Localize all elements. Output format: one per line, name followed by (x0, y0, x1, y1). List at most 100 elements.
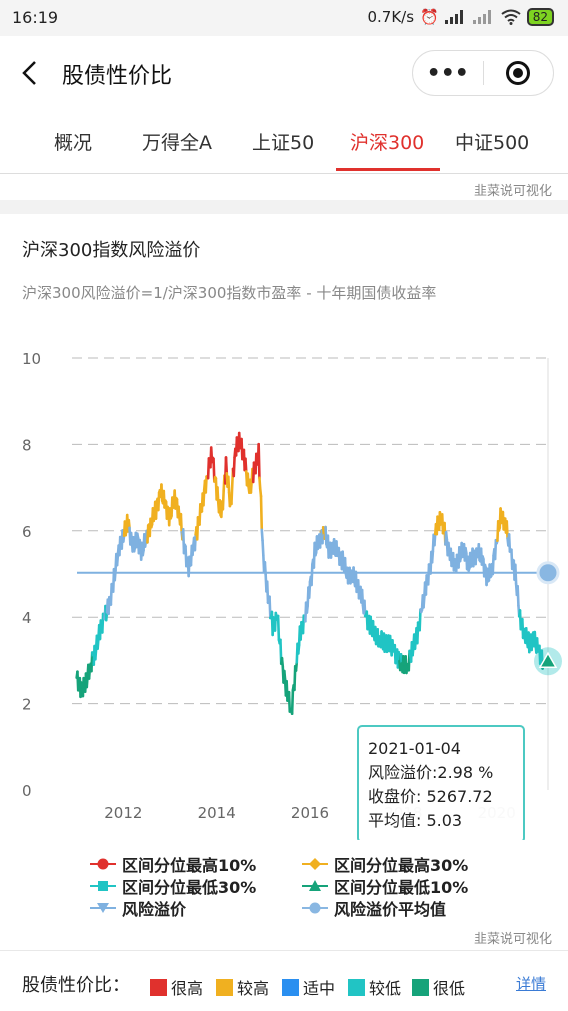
level-label: 很高 (171, 979, 204, 998)
level-swatch (412, 978, 429, 996)
level-label: 很低 (433, 979, 466, 998)
premium-segment (249, 480, 253, 494)
y-tick-label: 0 (22, 782, 32, 800)
y-tick-label: 2 (22, 696, 32, 714)
x-tick-label: 2012 (104, 804, 142, 822)
y-tick-label: 4 (22, 609, 32, 627)
premium-segment (259, 494, 264, 532)
premium-segment (191, 544, 195, 557)
premium-segment (402, 663, 407, 675)
x-tick-label: 2014 (198, 804, 236, 822)
premium-segment (193, 533, 197, 552)
tab-csi500[interactable]: 中证500 (455, 132, 530, 154)
watermark-top: 韭菜说可视化 (473, 184, 552, 199)
premium-segment (265, 580, 270, 605)
watermark-bottom: 韭菜说可视化 (473, 932, 552, 947)
more-menu-button[interactable]: ••• (413, 51, 483, 95)
premium-segment (343, 556, 348, 575)
premium-segment (283, 669, 287, 681)
level-label: 较低 (369, 979, 402, 998)
premium-segment (369, 615, 373, 631)
premium-segment (104, 610, 109, 622)
premium-segment (297, 643, 301, 655)
legend-bottom30[interactable]: 区间分位最低30% (90, 874, 256, 898)
premium-segment (227, 475, 231, 495)
current-point-marker[interactable] (538, 651, 558, 669)
y-tick-label: 6 (22, 523, 32, 541)
premium-segment (202, 488, 206, 507)
legend-premium[interactable]: 风险溢价 (90, 896, 186, 920)
level-high: 较高 (216, 975, 269, 999)
tooltip-average: 平均值: 5.03 (368, 811, 462, 830)
premium-segment (290, 688, 295, 715)
premium-segment (261, 539, 265, 557)
premium-segment (87, 666, 92, 680)
average-end-marker[interactable] (536, 561, 560, 585)
legend-top30[interactable]: 区间分位最高30% (302, 852, 468, 876)
legend-top10[interactable]: 区间分位最高10% (90, 852, 256, 876)
premium-segment (524, 626, 529, 643)
tab-overview[interactable]: 概况 (54, 132, 93, 154)
signal-2-icon (472, 10, 491, 24)
premium-segment (246, 472, 250, 489)
active-tab-indicator (336, 168, 440, 171)
detail-link[interactable]: 详情 (515, 975, 546, 993)
premium-segment (96, 637, 100, 650)
premium-segment (221, 489, 225, 511)
premium-segment (216, 486, 220, 504)
premium-segment (113, 569, 117, 582)
premium-segment (230, 484, 234, 506)
premium-segment (399, 652, 404, 665)
legend-average[interactable]: 风险溢价平均值 (302, 896, 446, 920)
legend-top10-label: 区间分位最高10% (122, 856, 257, 875)
premium-segment (94, 647, 98, 661)
premium-segment (257, 442, 261, 480)
level-label: 适中 (303, 979, 336, 998)
premium-segment (530, 636, 534, 652)
premium-segment (422, 595, 426, 609)
premium-segment (514, 563, 518, 586)
risk-premium-chart[interactable]: 0246810201220142016201820202021-01-04风险溢… (0, 340, 568, 840)
more-dots-icon: ••• (426, 60, 469, 86)
premium-segment (491, 554, 495, 576)
back-arrow-icon[interactable] (18, 58, 42, 88)
premium-segment (157, 491, 161, 512)
legend-bottom10[interactable]: 区间分位最低10% (302, 874, 468, 898)
tab-csi300[interactable]: 沪深300 (350, 132, 425, 154)
premium-segment (371, 619, 376, 635)
network-speed: 0.7K/s (367, 8, 415, 26)
chart-subtitle: 沪深300风险溢价=1/沪深300指数市盈率 - 十年期国债收益率 (22, 284, 437, 302)
nav-bar: 股债性价比 ••• (0, 36, 568, 112)
premium-segment (324, 525, 328, 546)
premium-segment (276, 614, 281, 642)
premium-segment (204, 475, 208, 494)
y-tick-label: 10 (22, 350, 41, 368)
chart-title: 沪深300指数风险溢价 (22, 240, 201, 261)
battery-icon: 82 (526, 8, 554, 26)
premium-segment (268, 595, 272, 620)
premium-segment (388, 634, 393, 648)
section-divider (0, 200, 568, 214)
premium-segment (287, 690, 292, 713)
valuation-level-bar: 股债性价比： 很高 较高 适中 较低 很低 详情 (0, 950, 568, 1011)
tab-wind-all-a[interactable]: 万得全A (142, 132, 212, 154)
premium-segment (505, 520, 509, 540)
premium-segment (310, 563, 314, 587)
level-label: 较高 (237, 979, 270, 998)
level-low: 较低 (348, 975, 401, 999)
premium-segment (411, 644, 415, 657)
legend-average-label: 风险溢价平均值 (334, 900, 447, 919)
premium-segment (397, 650, 401, 663)
premium-segment (413, 638, 418, 651)
premium-segment (307, 580, 312, 599)
premium-segment (177, 505, 181, 519)
premium-segment (224, 456, 229, 475)
legend-bottom30-label: 区间分位最低30% (122, 878, 257, 897)
level-swatch (216, 978, 233, 996)
tooltip-premium: 风险溢价:2.98 % (368, 763, 493, 782)
close-mini-program-button[interactable] (484, 51, 554, 95)
premium-segment (232, 456, 236, 478)
premium-segment (294, 661, 299, 672)
premium-segment (263, 560, 267, 577)
tab-sse50[interactable]: 上证50 (252, 132, 315, 154)
